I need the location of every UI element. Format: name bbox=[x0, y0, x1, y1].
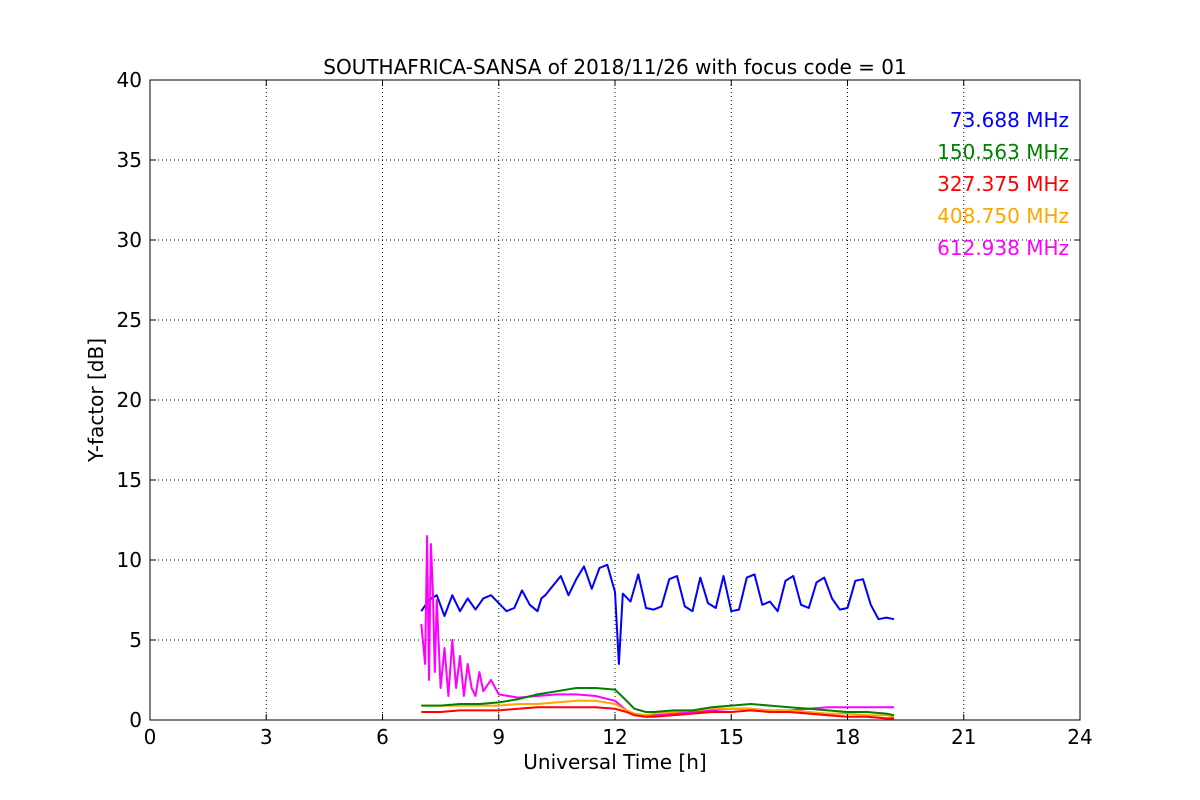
x-tick-label: 12 bbox=[602, 725, 627, 749]
legend-entry: 612.938 MHz bbox=[937, 236, 1069, 260]
x-axis-label: Universal Time [h] bbox=[523, 750, 706, 774]
x-tick-label: 24 bbox=[1067, 725, 1092, 749]
axis-ticks: 0 3 6 9 12 15 18 21 24 0 5 10 15 20 25 30 35 40 bbox=[117, 68, 1093, 749]
y-tick-label: 10 bbox=[117, 548, 142, 572]
x-tick-label: 15 bbox=[719, 725, 744, 749]
legend-entry: 327.375 MHz bbox=[937, 172, 1069, 196]
series-line bbox=[421, 706, 894, 720]
y-tick-label: 40 bbox=[117, 68, 142, 92]
x-tick-label: 3 bbox=[260, 725, 273, 749]
y-tick-label: 15 bbox=[117, 468, 142, 492]
grid bbox=[150, 80, 1080, 720]
legend-entry: 408.750 MHz bbox=[937, 204, 1069, 228]
legend-entry: 150.563 MHz bbox=[937, 140, 1069, 164]
series-lines bbox=[420, 535, 895, 720]
series-line bbox=[421, 699, 895, 718]
x-tick-label: 18 bbox=[835, 725, 860, 749]
y-tick-label: 20 bbox=[117, 388, 142, 412]
x-tick-label: 6 bbox=[376, 725, 389, 749]
y-tick-label: 25 bbox=[117, 308, 142, 332]
series-line bbox=[421, 687, 895, 717]
legend-entry: 73.688 MHz bbox=[950, 108, 1069, 132]
chart-title: SOUTHAFRICA-SANSA of 2018/11/26 with foc… bbox=[323, 55, 907, 79]
y-tick-label: 30 bbox=[117, 228, 142, 252]
y-tick-label: 0 bbox=[129, 708, 142, 732]
y-tick-label: 5 bbox=[129, 628, 142, 652]
x-tick-label: 21 bbox=[951, 725, 976, 749]
x-tick-label: 9 bbox=[492, 725, 505, 749]
y-tick-label: 35 bbox=[117, 148, 142, 172]
legend: 73.688 MHz 150.563 MHz 327.375 MHz 408.750 … bbox=[937, 108, 1069, 260]
y-axis-label: Y-factor [dB] bbox=[84, 338, 108, 463]
x-tick-label: 0 bbox=[144, 725, 157, 749]
series-line bbox=[420, 563, 895, 665]
